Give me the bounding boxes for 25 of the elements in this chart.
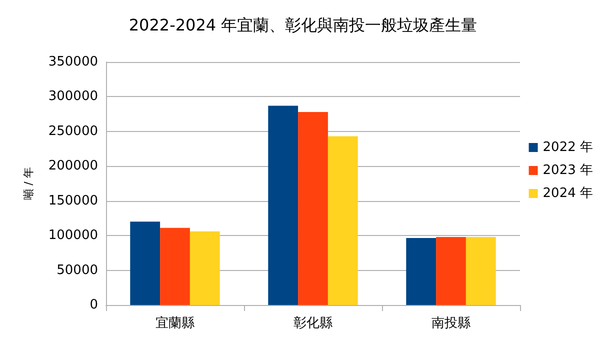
y-tick-label: 350000 bbox=[48, 54, 98, 70]
y-tick-label: 0 bbox=[90, 298, 98, 312]
bar bbox=[436, 236, 466, 305]
y-tick-label: 250000 bbox=[48, 124, 98, 139]
x-tick-label: 南投縣 bbox=[432, 316, 470, 331]
legend-label: 2024 年 bbox=[542, 186, 593, 201]
x-tick-label: 宜蘭縣 bbox=[156, 315, 194, 331]
bar bbox=[160, 228, 190, 305]
y-tick-label: 100000 bbox=[48, 228, 98, 244]
legend-label: 2022 年 bbox=[542, 140, 593, 155]
chart-title: 2022-2024 年宜蘭、彰化與南投一般垃圾產生量 bbox=[128, 16, 478, 34]
y-axis-title: 噸 / 年 bbox=[22, 167, 35, 200]
bar bbox=[130, 222, 160, 305]
y-tick-label: 150000 bbox=[48, 193, 98, 208]
y-tick-label: 50000 bbox=[56, 262, 98, 278]
bar bbox=[298, 112, 328, 305]
y-tick-label: 200000 bbox=[48, 158, 98, 174]
y-tick-label: 300000 bbox=[48, 89, 98, 104]
legend-label: 2023 年 bbox=[542, 163, 593, 178]
x-tick-label: 彰化縣 bbox=[294, 316, 332, 331]
bar bbox=[268, 106, 298, 305]
bar bbox=[190, 231, 220, 305]
bar bbox=[466, 236, 496, 305]
bar bbox=[406, 238, 436, 305]
bar bbox=[328, 136, 358, 305]
